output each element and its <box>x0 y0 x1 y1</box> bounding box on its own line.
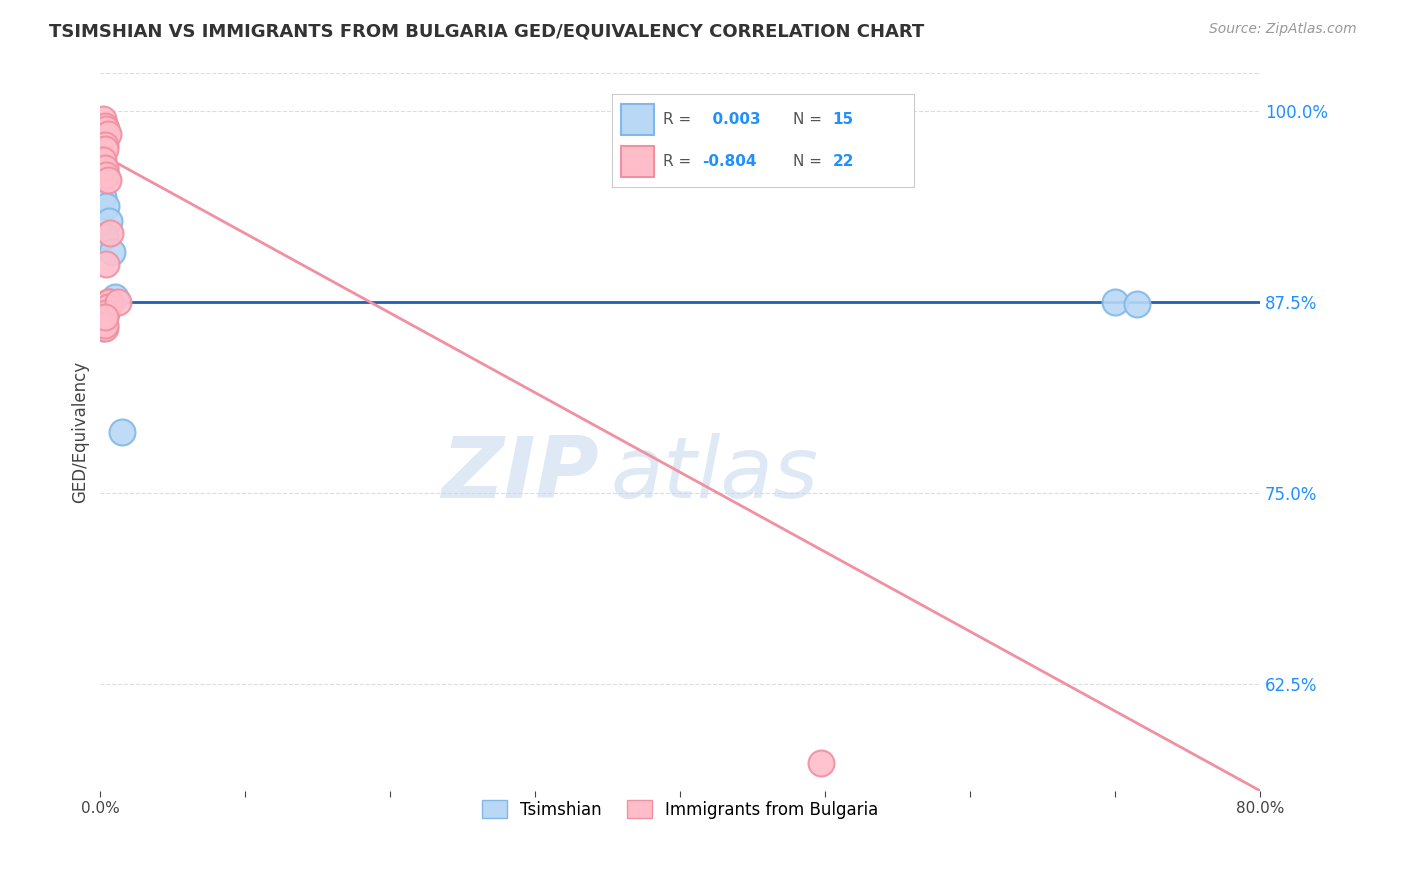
Bar <box>620 104 654 135</box>
Point <box>97 300 120 314</box>
Point <box>810 756 832 771</box>
Text: Source: ZipAtlas.com: Source: ZipAtlas.com <box>1209 22 1357 37</box>
Point <box>91 315 114 329</box>
Text: R =: R = <box>664 154 692 169</box>
Point <box>97 173 120 187</box>
Point <box>94 122 117 136</box>
Point <box>91 321 114 335</box>
Point <box>91 153 114 167</box>
Text: 15: 15 <box>832 112 853 127</box>
Point <box>107 295 129 310</box>
Point <box>91 189 114 203</box>
Point <box>91 298 114 312</box>
Point <box>93 318 115 332</box>
Point <box>97 295 120 310</box>
Point <box>97 127 120 141</box>
Text: N =: N = <box>793 112 823 127</box>
Point <box>94 199 117 213</box>
Point <box>93 300 115 314</box>
Point <box>94 306 117 320</box>
Point <box>93 307 115 321</box>
Text: R =: R = <box>664 112 692 127</box>
Bar <box>620 146 654 177</box>
Text: N =: N = <box>793 154 823 169</box>
Text: 0.003: 0.003 <box>703 112 761 127</box>
Text: ZIP: ZIP <box>441 434 599 516</box>
Text: -0.804: -0.804 <box>703 154 756 169</box>
Point <box>91 112 114 126</box>
Point <box>101 244 124 259</box>
Point <box>94 169 117 183</box>
Point <box>111 425 134 439</box>
Y-axis label: GED/Equivalency: GED/Equivalency <box>72 360 89 503</box>
Text: atlas: atlas <box>610 434 818 516</box>
Legend: Tsimshian, Immigrants from Bulgaria: Tsimshian, Immigrants from Bulgaria <box>475 794 884 825</box>
Point <box>93 229 115 244</box>
Point <box>100 227 122 241</box>
Point <box>93 321 115 335</box>
Point <box>1125 296 1147 310</box>
Point <box>93 161 115 175</box>
Text: TSIMSHIAN VS IMMIGRANTS FROM BULGARIA GED/EQUIVALENCY CORRELATION CHART: TSIMSHIAN VS IMMIGRANTS FROM BULGARIA GE… <box>49 22 925 40</box>
Point <box>98 214 121 228</box>
Point <box>93 120 115 134</box>
Point <box>93 310 115 325</box>
Point <box>94 257 117 271</box>
Point <box>93 142 115 156</box>
Point <box>104 290 127 304</box>
Point <box>93 137 115 152</box>
Text: 22: 22 <box>832 154 853 169</box>
Point <box>98 295 121 310</box>
Point <box>1104 295 1126 310</box>
Point <box>97 296 120 310</box>
Point <box>100 295 122 310</box>
